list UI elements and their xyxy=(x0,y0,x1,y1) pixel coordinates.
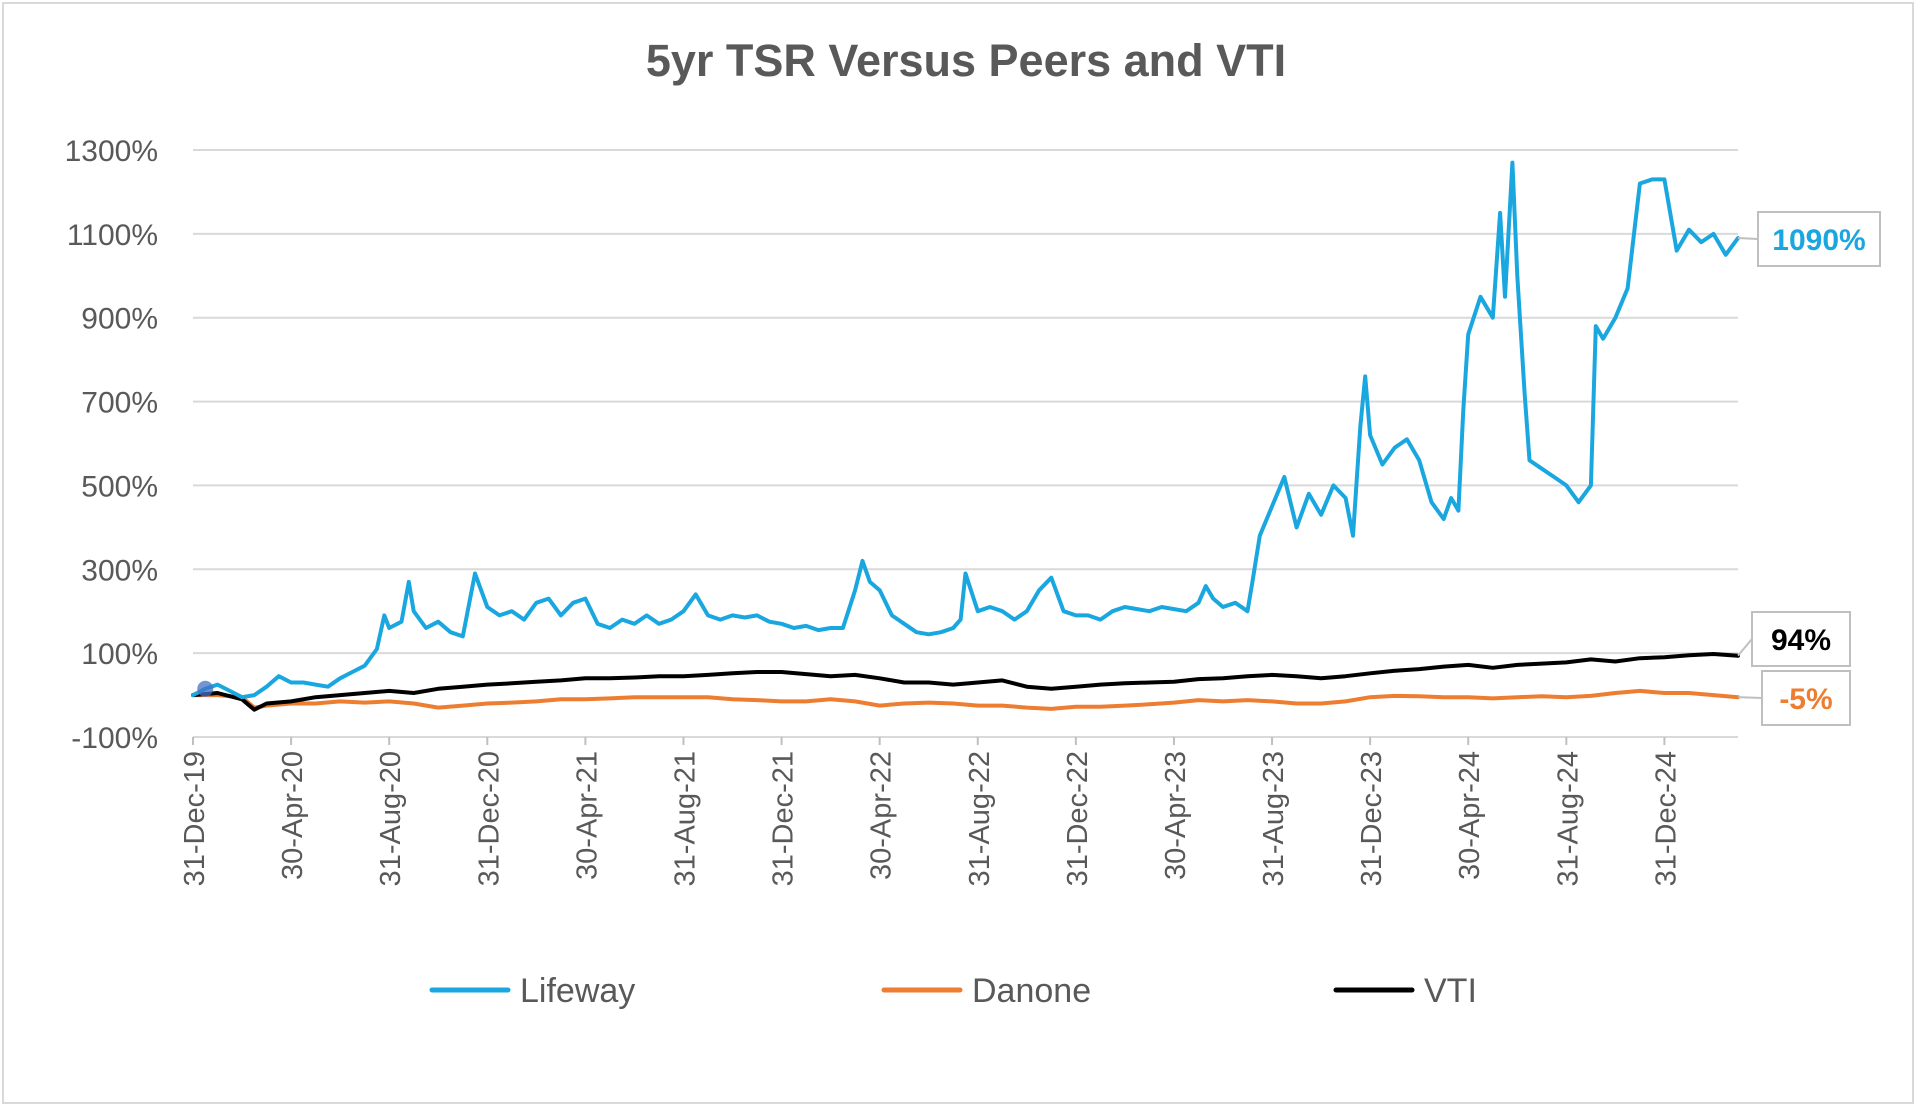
end-label-leader xyxy=(1737,638,1753,657)
legend: Lifeway Danone VTI xyxy=(429,972,1477,1010)
x-tick-label: 30-Apr-23 xyxy=(1160,751,1192,880)
x-tick-label: 31-Aug-24 xyxy=(1552,751,1584,886)
start-marker xyxy=(197,680,214,697)
x-tick-label: 31-Aug-20 xyxy=(375,751,407,886)
x-tick-label: 30-Apr-20 xyxy=(277,751,309,880)
end-label-box xyxy=(1761,670,1851,726)
y-tick-label: 900% xyxy=(81,303,158,336)
y-tick-label: 1100% xyxy=(67,219,158,252)
x-tick-label: 31-Dec-20 xyxy=(473,751,505,886)
series-lines xyxy=(191,160,1740,712)
y-axis-ticks: -100% 100% 300% 500% 700% 900% 1100% 1300% xyxy=(65,135,158,755)
chart-title: 5yr TSR Versus Peers and VTI xyxy=(646,35,1286,86)
x-tick-label: 31-Dec-23 xyxy=(1356,751,1388,886)
x-tick-label: 31-Dec-21 xyxy=(768,751,800,886)
gridlines xyxy=(193,149,1738,738)
x-tick-label: 31-Aug-22 xyxy=(964,751,996,886)
x-tick-label: 30-Apr-21 xyxy=(571,751,603,880)
series-line-vti xyxy=(191,652,1740,712)
end-label-lifeway: 1090% xyxy=(1772,224,1865,257)
end-label-leader xyxy=(1737,696,1763,699)
x-tick-label: 31-Dec-19 xyxy=(179,751,211,886)
x-axis-ticks: 31-Dec-19 30-Apr-20 31-Aug-20 31-Dec-20 30-A… xyxy=(179,737,1682,886)
series-line-danone xyxy=(191,688,1740,711)
end-label-danone: -5% xyxy=(1779,683,1832,716)
x-tick-label: 30-Apr-24 xyxy=(1454,751,1486,880)
end-label-vti: 94% xyxy=(1771,624,1831,657)
series-line-lifeway xyxy=(191,160,1740,700)
legend-label-danone: Danone xyxy=(972,972,1091,1010)
x-tick-label: 30-Apr-22 xyxy=(866,751,898,880)
end-label-box xyxy=(1751,611,1851,667)
y-tick-label: 500% xyxy=(81,470,158,503)
x-tick-label: 31-Dec-22 xyxy=(1062,751,1094,886)
y-tick-label: 300% xyxy=(81,554,158,587)
y-tick-label: 700% xyxy=(81,387,158,420)
x-tick-label: 31-Aug-23 xyxy=(1258,751,1290,886)
end-label-box xyxy=(1757,211,1881,267)
y-tick-label: 100% xyxy=(81,638,158,671)
x-tick-label: 31-Dec-24 xyxy=(1650,751,1682,886)
end-label-leader xyxy=(1737,237,1759,240)
legend-label-vti: VTI xyxy=(1424,972,1477,1010)
legend-label-lifeway: Lifeway xyxy=(520,972,635,1010)
y-tick-label: 1300% xyxy=(65,135,158,168)
end-labels: 1090% 94% -5% xyxy=(1737,211,1881,726)
y-tick-label: -100% xyxy=(71,722,158,755)
x-tick-label: 31-Aug-21 xyxy=(669,751,701,886)
